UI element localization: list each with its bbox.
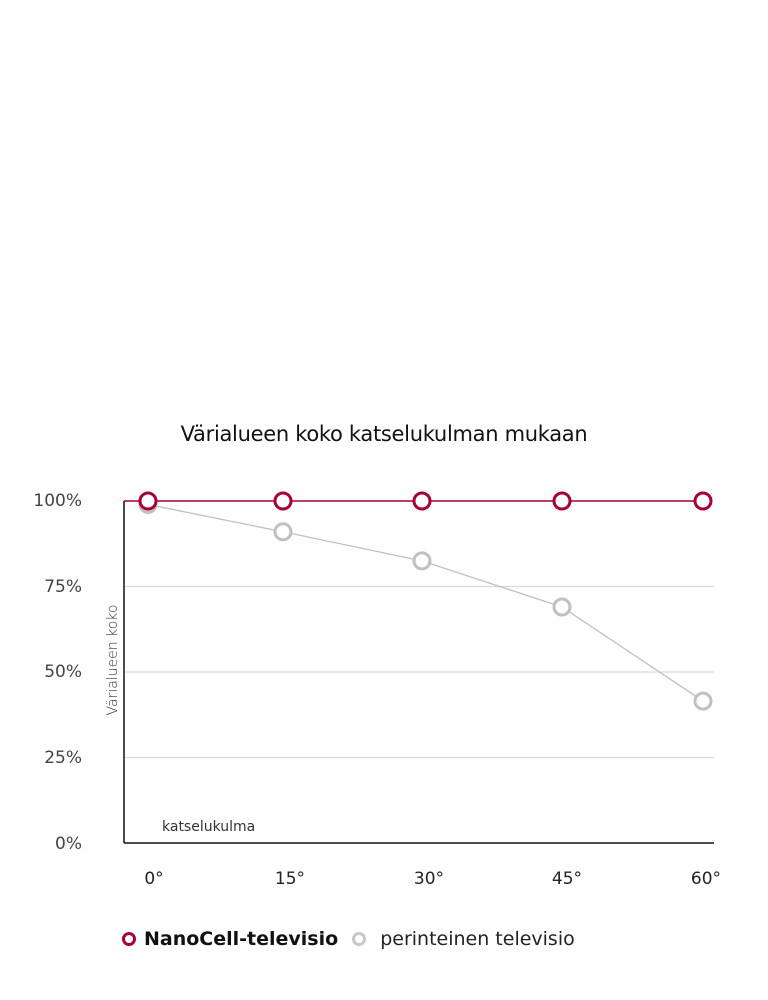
conventional-point-60 <box>693 691 713 711</box>
nanocell-point-15 <box>273 491 293 511</box>
nanocell-point-60 <box>693 491 713 511</box>
nanocell-point-45 <box>552 491 572 511</box>
nanocell-point-0 <box>138 491 158 511</box>
gridlines <box>124 585 714 759</box>
y-tick-50: 50% <box>44 662 82 682</box>
y-tick-75: 75% <box>44 577 82 597</box>
legend-conventional-marker-icon <box>352 932 367 946</box>
nanocell-point-30 <box>412 491 432 511</box>
x-tick-60: 60° <box>690 869 722 889</box>
y-tick-100: 100% <box>33 491 82 511</box>
x-tick-15: 15° <box>274 869 306 889</box>
chart-title: Värialueen koko katselukulman mukaan <box>180 422 588 446</box>
legend-nanocell-label: NanoCell-televisio <box>144 928 339 950</box>
x-tick-0: 0° <box>144 869 164 889</box>
y-axis-label: Värialueen koko <box>105 604 121 716</box>
legend-conventional-label: perinteinen televisio <box>380 928 575 950</box>
legend: NanoCell-televisio perinteinen televisio <box>122 928 575 950</box>
x-tick-30: 30° <box>413 869 445 889</box>
conventional-point-30 <box>412 551 432 571</box>
x-tick-45: 45° <box>551 869 583 889</box>
conventional-point-45 <box>552 597 572 617</box>
y-tick-25: 25% <box>44 748 82 768</box>
series-lines <box>124 491 713 711</box>
y-tick-0: 0% <box>55 834 82 854</box>
x-axis-label: katselukulma <box>162 819 256 835</box>
conventional-point-15 <box>273 522 293 542</box>
legend-nanocell-marker-icon <box>122 932 136 946</box>
